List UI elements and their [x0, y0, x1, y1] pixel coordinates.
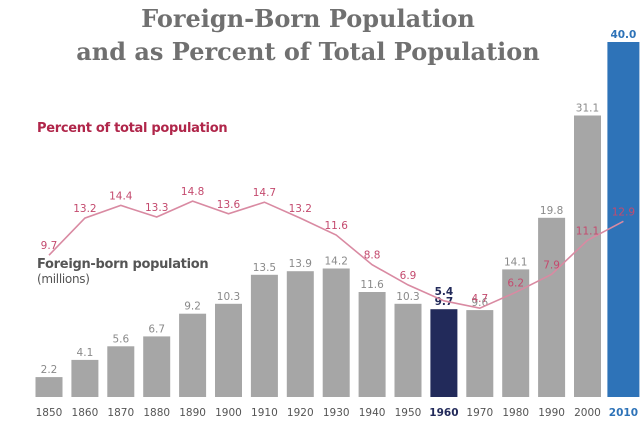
- x-tick-label-1900: 1900: [215, 407, 242, 419]
- bar-2010: [607, 42, 640, 397]
- bar-value-label-1850: 2.2: [41, 364, 58, 376]
- bar-value-label-1940: 11.6: [360, 279, 384, 291]
- line-value-label-1850: 9.7: [41, 240, 58, 252]
- bar-1920: [286, 271, 314, 397]
- bar-1850: [35, 377, 63, 397]
- x-tick-label-1870: 1870: [107, 407, 134, 419]
- line-value-label-1880: 13.3: [145, 202, 168, 214]
- x-tick-label-1940: 1940: [359, 407, 386, 419]
- line-value-label-1890: 14.8: [181, 186, 204, 198]
- x-tick-label-2010: 2010: [609, 407, 638, 419]
- chart-title-line2: and as Percent of Total Population: [76, 37, 540, 66]
- bar-value-label-2000: 31.1: [576, 103, 599, 115]
- bar-value-label-1950: 10.3: [396, 291, 419, 303]
- bar-value-label-1870: 5.6: [112, 333, 129, 345]
- chart-title-line1: Foreign-Born Population: [141, 4, 475, 33]
- bar-1970: [466, 310, 494, 397]
- x-tick-label-1850: 1850: [36, 407, 63, 419]
- bar-value-label-1990: 19.8: [540, 205, 563, 217]
- line-value-label-1860: 13.2: [73, 203, 96, 215]
- bar-1950: [394, 303, 422, 397]
- bar-2000: [574, 115, 601, 397]
- line-value-label-1870: 14.4: [109, 190, 133, 202]
- line-value-label-2010: 12.9: [612, 206, 635, 218]
- bar-value-label-1930: 14.2: [325, 256, 348, 268]
- line-value-labels: 9.7 13.2 14.4 13.3 14.8 13.6 14.7 13.2 11.6 8.8 6.…: [41, 186, 635, 305]
- bar-value-label-2010: 40.0: [610, 29, 636, 41]
- bar-value-labels: 2.24.15.66.79.210.313.5 13.9 14.211.610.3 9…: [41, 29, 637, 376]
- bar-1940: [358, 292, 386, 397]
- bar-1900: [215, 303, 242, 397]
- line-value-label-1970: 4.7: [471, 293, 488, 305]
- x-tick-label-1950: 1950: [395, 407, 422, 419]
- bar-value-label-1910: 13.5: [253, 262, 276, 274]
- line-value-label-1900: 13.6: [217, 199, 241, 211]
- line-value-label-1930: 11.6: [325, 220, 349, 232]
- line-value-label-1910: 14.7: [253, 187, 276, 199]
- x-tick-label-1980: 1980: [502, 407, 529, 419]
- x-tick-label-1890: 1890: [179, 407, 206, 419]
- percent-line: [48, 200, 624, 310]
- x-tick-label-1880: 1880: [143, 407, 170, 419]
- x-tick-label-1860: 1860: [72, 407, 99, 419]
- x-tick-label-1930: 1930: [323, 407, 350, 419]
- bar-1980: [502, 269, 530, 397]
- line-value-label-2000: 11.1: [576, 225, 599, 237]
- bar-value-label-1900: 10.3: [217, 291, 240, 303]
- percent-series-label: Percent of total population: [37, 121, 228, 136]
- bar-1930: [322, 268, 350, 397]
- bar-1880: [143, 336, 171, 397]
- bar-value-label-1890: 9.2: [184, 301, 201, 313]
- x-tick-label-1960: 1960: [429, 407, 458, 419]
- line-value-label-1940: 8.8: [364, 250, 381, 262]
- x-tick-label-2000: 2000: [574, 407, 601, 419]
- line-value-label-1920: 13.2: [289, 203, 312, 215]
- bar-value-label-1860: 4.1: [77, 347, 94, 359]
- bar-1860: [71, 359, 99, 397]
- bar-value-label-1920: 13.9: [289, 258, 312, 270]
- line-value-label-1990: 7.9: [543, 259, 560, 271]
- x-tick-labels: 1850 1860 1870 1880 1890 1900 1910 1920 1930 1940…: [36, 407, 638, 419]
- x-tick-label-1910: 1910: [251, 407, 278, 419]
- line-value-label-1950: 6.9: [400, 270, 417, 282]
- bars-group: [35, 42, 640, 397]
- bar-1910: [250, 274, 278, 397]
- line-value-label-1980: 6.2: [507, 277, 524, 289]
- foreign-born-series-label: Foreign-born population: [37, 257, 209, 272]
- bar-value-label-1880: 6.7: [148, 323, 165, 335]
- x-tick-label-1920: 1920: [287, 407, 314, 419]
- x-tick-label-1990: 1990: [538, 407, 565, 419]
- bar-1890: [179, 313, 207, 397]
- bar-1870: [107, 346, 135, 397]
- bar-value-label-1980: 14.1: [504, 256, 527, 268]
- bar-1960: [430, 309, 458, 397]
- x-tick-label-1970: 1970: [466, 407, 493, 419]
- line-value-label-1960: 5.4: [435, 286, 454, 298]
- bar-1990: [538, 217, 566, 397]
- foreign-born-unit-label: (millions): [37, 272, 90, 286]
